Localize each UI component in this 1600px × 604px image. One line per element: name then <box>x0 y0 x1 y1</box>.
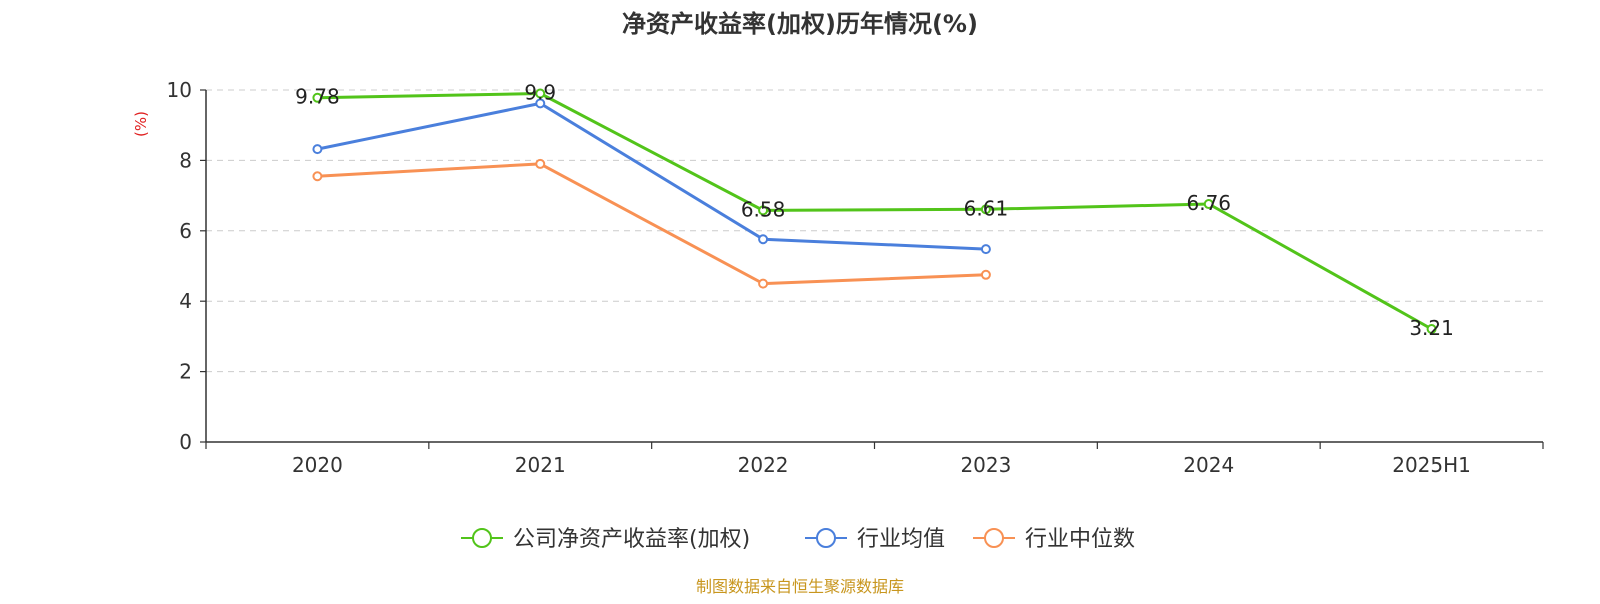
data-point-1 <box>312 144 323 155</box>
data-label: 6.58 <box>741 197 786 221</box>
y-tick-label: 10 <box>167 78 192 102</box>
legend-label: 行业均值 <box>857 527 945 552</box>
legend-marker <box>984 528 1004 548</box>
x-tick-label: 2020 <box>292 453 343 477</box>
x-tick-label: 2023 <box>960 453 1011 477</box>
series-line-0 <box>317 92 1433 331</box>
data-point-1 <box>535 98 546 109</box>
data-point-0 <box>758 205 769 216</box>
data-point-0 <box>1426 324 1437 335</box>
series-line-2 <box>317 162 986 286</box>
data-point-0 <box>1203 199 1214 210</box>
series-line-1 <box>317 101 986 251</box>
data-label: 9.78 <box>295 85 340 109</box>
data-label: 6.76 <box>1186 191 1231 215</box>
x-tick-label: 2022 <box>738 453 789 477</box>
y-tick-label: 6 <box>179 219 192 243</box>
data-point-2 <box>758 278 769 289</box>
grid-layer <box>206 89 1543 373</box>
data-point-1 <box>980 244 991 255</box>
data-point-2 <box>535 158 546 169</box>
axis-layer: 0 2 4 6 8 10 2020 2021 2022 2023 2024 2025H1 <box>167 78 1544 477</box>
source-note: 制图数据来自恒生聚源数据库 <box>696 577 904 596</box>
data-label-layer: 9.78 9.9 6.58 6.61 6.76 3.21 <box>295 81 1454 340</box>
chart-title: 净资产收益率(加权)历年情况(%) <box>622 10 978 38</box>
data-label: 9.9 <box>524 81 556 105</box>
x-tick-label: 2024 <box>1183 453 1234 477</box>
y-axis-label: (%) <box>132 111 150 137</box>
legend-marker <box>816 528 836 548</box>
legend-item-0: 公司净资产收益率(加权) <box>461 527 750 552</box>
legend-item-2: 行业中位数 <box>973 527 1135 552</box>
data-label: 3.21 <box>1409 316 1454 340</box>
legend-label: 行业中位数 <box>1025 527 1135 552</box>
data-point-2 <box>312 171 323 182</box>
y-tick-label: 2 <box>179 360 192 384</box>
legend-marker <box>472 528 492 548</box>
data-point-0 <box>535 88 546 99</box>
data-point-2 <box>980 269 991 280</box>
y-tick-label: 0 <box>179 430 192 454</box>
x-tick-label: 2021 <box>515 453 566 477</box>
data-label: 6.61 <box>964 196 1009 220</box>
y-tick-label: 8 <box>179 148 192 172</box>
series-layer <box>312 88 1437 335</box>
x-tick-label: 2025H1 <box>1392 453 1471 477</box>
legend: 公司净资产收益率(加权) 行业均值 行业中位数 <box>461 527 1135 552</box>
data-point-0 <box>312 92 323 103</box>
legend-label: 公司净资产收益率(加权) <box>513 527 750 552</box>
legend-item-1: 行业均值 <box>805 527 945 552</box>
data-point-0 <box>980 204 991 215</box>
data-point-1 <box>758 234 769 245</box>
y-tick-label: 4 <box>179 289 192 313</box>
